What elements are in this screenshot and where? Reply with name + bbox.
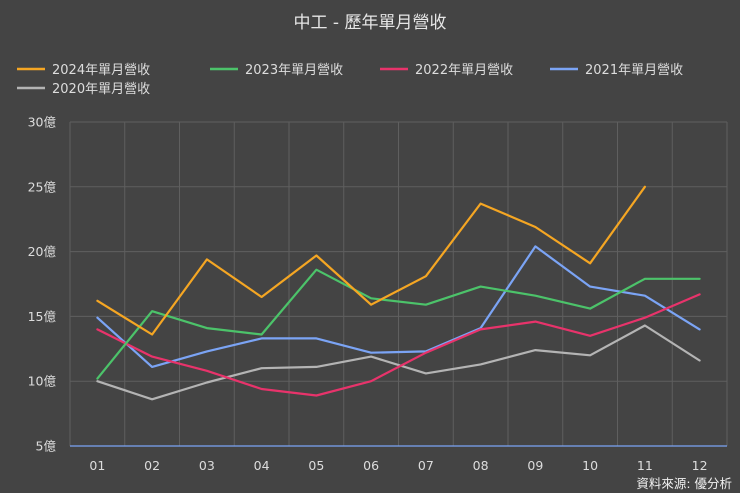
x-tick-label: 08: [473, 458, 489, 473]
grid: [69, 121, 728, 447]
series-line: [96, 324, 701, 401]
x-tick-label: 07: [418, 458, 434, 473]
series-line: [96, 268, 701, 380]
x-tick-label: 03: [199, 458, 215, 473]
x-tick-label: 06: [363, 458, 379, 473]
x-tick-label: 01: [89, 458, 105, 473]
y-tick-label: 20億: [28, 244, 57, 259]
x-tick-label: 05: [308, 458, 324, 473]
legend-label: 2022年單月營收: [415, 63, 513, 78]
legend-label: 2021年單月營收: [585, 63, 683, 78]
plot-area: [96, 185, 701, 401]
x-tick-label: 09: [527, 458, 543, 473]
source-label: 資料來源: 優分析: [636, 476, 732, 491]
series-line: [96, 185, 646, 336]
legend-label: 2023年單月營收: [245, 63, 343, 78]
series-line: [96, 245, 701, 368]
x-tick-label: 04: [254, 458, 270, 473]
chart-title: 中工 - 歷年單月營收: [294, 13, 447, 33]
series-line: [96, 293, 701, 397]
legend-label: 2020年單月營收: [52, 82, 150, 97]
x-tick-label: 11: [637, 458, 653, 473]
y-tick-label: 5億: [36, 439, 57, 454]
y-tick-label: 10億: [28, 374, 57, 389]
x-tick-label: 02: [144, 458, 160, 473]
x-axis: 01 02 03 04 05 06 07 08 09 10 11 12: [89, 458, 707, 473]
legend-label: 2024年單月營收: [52, 63, 150, 78]
legend: 2024年單月營收 2023年單月營收 2022年單月營收 2021年單月營收 2020…: [17, 63, 683, 97]
y-axis: 5億 10億 15億 20億 25億 30億: [28, 115, 57, 454]
y-tick-label: 25億: [28, 179, 57, 194]
y-tick-label: 15億: [28, 309, 57, 324]
x-tick-label: 10: [582, 458, 598, 473]
y-tick-label: 30億: [28, 115, 57, 130]
x-tick-label: 12: [692, 458, 708, 473]
